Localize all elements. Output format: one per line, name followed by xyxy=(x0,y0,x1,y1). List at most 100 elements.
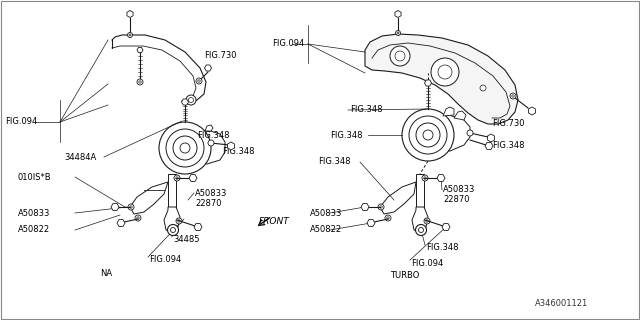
Polygon shape xyxy=(194,224,202,230)
Polygon shape xyxy=(205,125,213,131)
Circle shape xyxy=(127,33,132,37)
Polygon shape xyxy=(437,174,445,181)
Circle shape xyxy=(424,218,430,224)
Circle shape xyxy=(186,95,196,105)
Polygon shape xyxy=(412,207,428,232)
Circle shape xyxy=(176,218,182,224)
Circle shape xyxy=(180,143,190,153)
Circle shape xyxy=(170,228,175,233)
Text: FIG.094: FIG.094 xyxy=(5,117,37,126)
Text: FIG.348: FIG.348 xyxy=(318,157,351,166)
Text: FIG.348: FIG.348 xyxy=(222,147,255,156)
Circle shape xyxy=(174,175,180,181)
Polygon shape xyxy=(424,80,431,86)
Circle shape xyxy=(208,140,214,146)
Circle shape xyxy=(128,204,134,210)
Circle shape xyxy=(424,177,426,179)
Text: FIG.730: FIG.730 xyxy=(492,119,525,129)
Text: A50822: A50822 xyxy=(310,226,342,235)
Text: A50833: A50833 xyxy=(18,209,51,218)
Polygon shape xyxy=(365,34,518,124)
Text: FIG.094: FIG.094 xyxy=(272,39,304,49)
Polygon shape xyxy=(443,107,454,116)
Text: 22870: 22870 xyxy=(195,198,221,207)
Polygon shape xyxy=(182,99,189,105)
Circle shape xyxy=(380,206,382,208)
Circle shape xyxy=(480,85,486,91)
Polygon shape xyxy=(380,182,416,214)
Circle shape xyxy=(409,116,447,154)
Text: FIG.730: FIG.730 xyxy=(204,52,237,60)
Polygon shape xyxy=(361,204,369,211)
Polygon shape xyxy=(454,111,466,120)
Text: A346001121: A346001121 xyxy=(535,299,588,308)
Circle shape xyxy=(196,78,202,84)
Polygon shape xyxy=(190,130,225,164)
Circle shape xyxy=(378,204,384,210)
Circle shape xyxy=(135,215,141,221)
Circle shape xyxy=(173,136,197,160)
Text: 34484A: 34484A xyxy=(64,153,96,162)
Circle shape xyxy=(397,32,399,34)
Text: 34485: 34485 xyxy=(173,236,200,244)
Circle shape xyxy=(422,175,428,181)
Circle shape xyxy=(467,130,473,136)
Polygon shape xyxy=(488,134,495,142)
Circle shape xyxy=(416,123,440,147)
Circle shape xyxy=(176,177,178,179)
Circle shape xyxy=(431,58,459,86)
Circle shape xyxy=(395,51,405,61)
Text: FRONT: FRONT xyxy=(259,217,290,226)
Polygon shape xyxy=(485,142,493,149)
Circle shape xyxy=(130,206,132,208)
Polygon shape xyxy=(137,47,143,52)
Polygon shape xyxy=(442,224,450,230)
Polygon shape xyxy=(127,11,133,18)
Text: 010IS*B: 010IS*B xyxy=(18,172,52,181)
Polygon shape xyxy=(416,174,424,207)
Polygon shape xyxy=(529,107,536,115)
Text: FIG.348: FIG.348 xyxy=(350,106,383,115)
Text: FIG.094: FIG.094 xyxy=(149,255,181,265)
Circle shape xyxy=(423,130,433,140)
Circle shape xyxy=(129,34,131,36)
Circle shape xyxy=(510,93,516,99)
Circle shape xyxy=(159,122,211,174)
Text: FIG.348: FIG.348 xyxy=(330,131,362,140)
Circle shape xyxy=(415,225,426,236)
Circle shape xyxy=(139,81,141,83)
Circle shape xyxy=(396,30,401,36)
Circle shape xyxy=(512,95,514,97)
Text: A50833: A50833 xyxy=(310,209,342,218)
Polygon shape xyxy=(205,65,211,71)
Polygon shape xyxy=(433,115,470,151)
Polygon shape xyxy=(168,174,176,207)
Text: A50833: A50833 xyxy=(443,186,476,195)
Circle shape xyxy=(402,109,454,161)
Polygon shape xyxy=(164,207,180,232)
Polygon shape xyxy=(367,220,375,227)
Polygon shape xyxy=(228,142,234,150)
Circle shape xyxy=(166,129,204,167)
Circle shape xyxy=(168,225,179,236)
Text: FIG.348: FIG.348 xyxy=(492,140,525,149)
Circle shape xyxy=(198,80,200,82)
Text: FIG.094: FIG.094 xyxy=(411,259,444,268)
Text: TURBO: TURBO xyxy=(390,271,419,281)
Polygon shape xyxy=(130,182,168,214)
Text: FIG.348: FIG.348 xyxy=(197,131,230,140)
Polygon shape xyxy=(117,220,125,227)
Text: 22870: 22870 xyxy=(443,196,470,204)
Circle shape xyxy=(385,215,391,221)
Polygon shape xyxy=(189,174,197,181)
Circle shape xyxy=(137,79,143,85)
Polygon shape xyxy=(111,204,119,211)
Circle shape xyxy=(426,220,428,222)
Circle shape xyxy=(387,217,389,219)
Circle shape xyxy=(189,98,193,102)
Text: A50833: A50833 xyxy=(195,188,227,197)
Circle shape xyxy=(438,65,452,79)
Text: A50822: A50822 xyxy=(18,226,50,235)
Text: NA: NA xyxy=(100,269,112,278)
Circle shape xyxy=(137,217,140,219)
